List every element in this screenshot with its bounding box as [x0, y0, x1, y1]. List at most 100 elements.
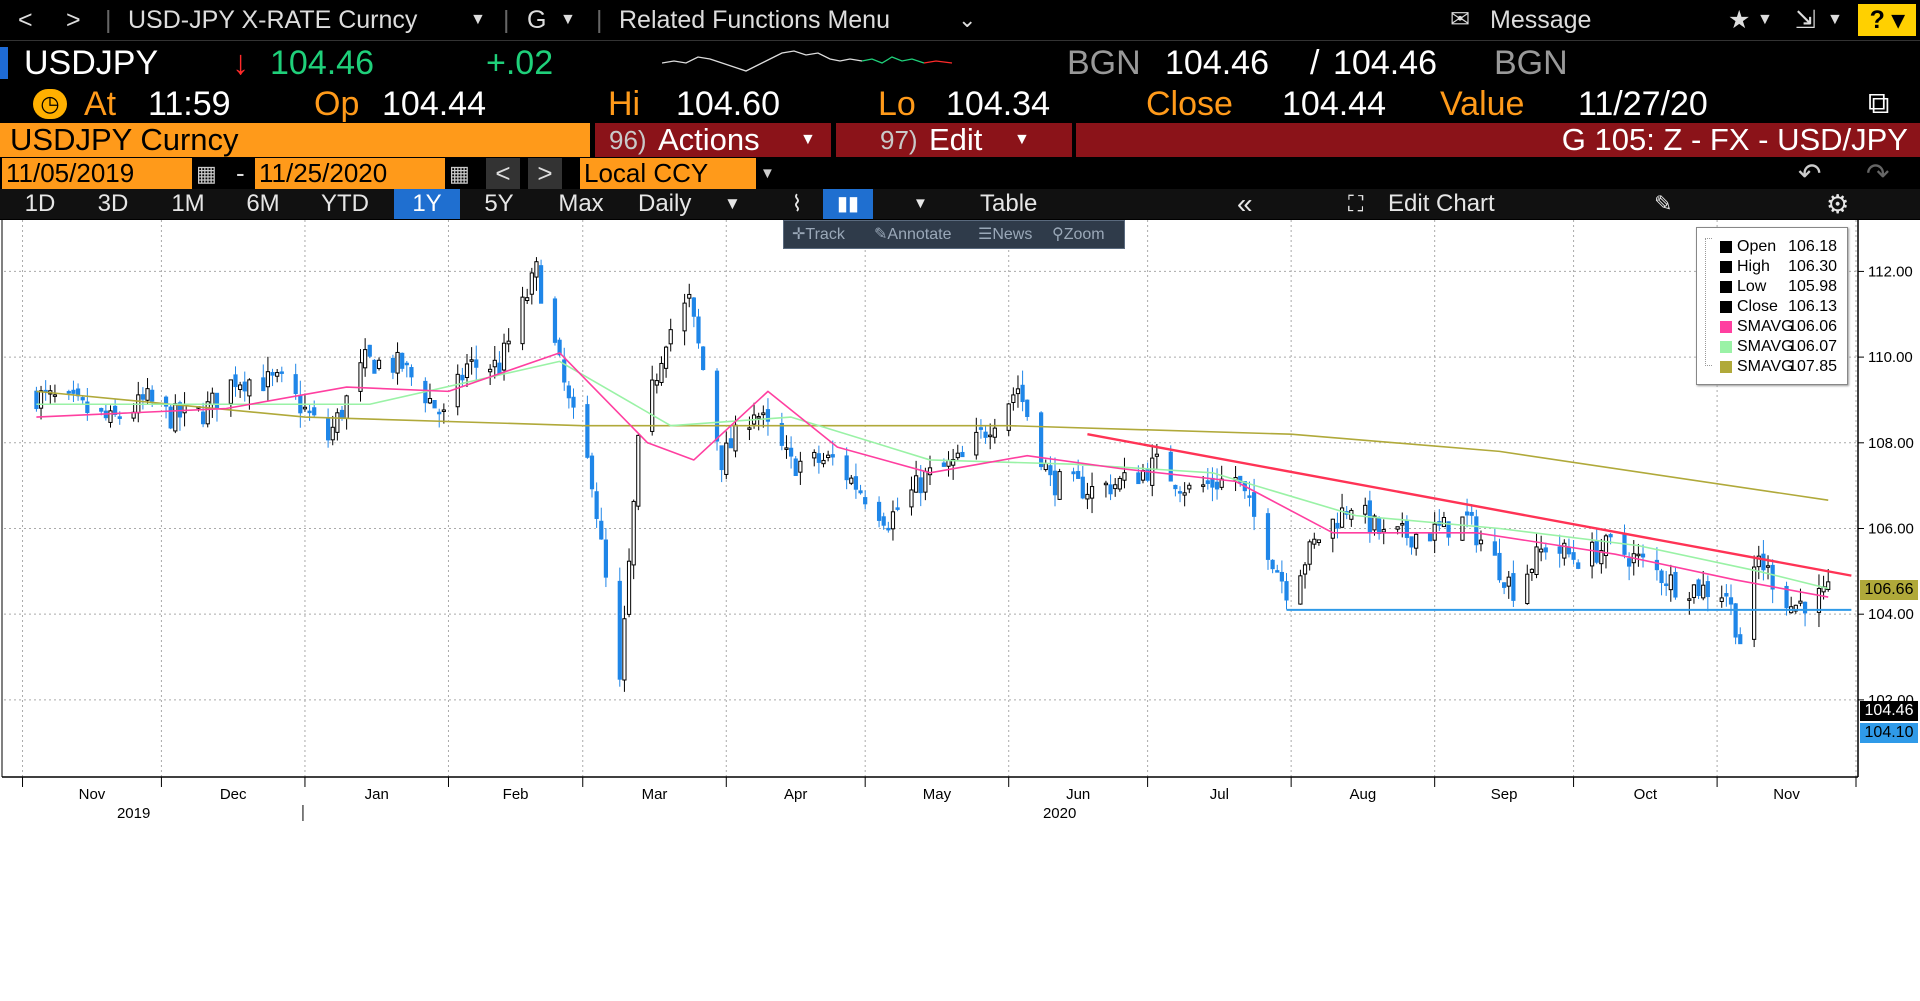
next-range-button[interactable]: > [528, 158, 562, 189]
candle-body [747, 427, 752, 430]
chevron-down-icon[interactable]: ▼ [470, 11, 486, 28]
candle-body [816, 453, 821, 463]
legend-value: 106.30 [1788, 258, 1837, 275]
price-chart[interactable]: 102.00104.00106.00108.00110.00112.00NovD… [0, 220, 1920, 1001]
previous-range-button[interactable]: < [486, 158, 520, 189]
periodicity-select[interactable]: Daily [638, 190, 692, 217]
chevron-down-icon[interactable]: ▼ [913, 195, 928, 212]
related-functions-menu[interactable]: Related Functions Menu [619, 6, 890, 34]
bid-price: 104.46 [1165, 44, 1269, 82]
chevron-down-icon[interactable]: ▼ [724, 194, 741, 213]
chevron-down-icon[interactable]: ▼ [560, 11, 576, 28]
candle-body [826, 454, 831, 459]
candle-body [789, 447, 794, 457]
candle-body [163, 396, 169, 407]
currency-select[interactable]: Local CCY [580, 158, 756, 189]
candle-body [1469, 511, 1474, 516]
chevron-down-icon[interactable]: ▼ [760, 165, 775, 182]
candle-body [1701, 584, 1706, 599]
envelope-icon[interactable]: ✉ [1450, 6, 1471, 33]
period-1m[interactable]: 1M [171, 190, 205, 217]
chevron-down-icon[interactable]: ▼ [1757, 11, 1773, 28]
candle-body [1784, 585, 1789, 609]
edit-menu[interactable]: 97) Edit ▼ [836, 123, 1072, 157]
chevron-down-icon[interactable]: ▼ [1827, 11, 1843, 28]
annotate-tool[interactable]: ✎ Annotate [874, 221, 951, 248]
line-chart-icon[interactable]: ⌇ [791, 191, 803, 216]
candlestick-icon[interactable]: ▮▮ [823, 189, 873, 219]
low-label: Lo [878, 85, 916, 123]
candle-body [1765, 565, 1771, 568]
candle-body [1705, 581, 1710, 598]
undo-icon[interactable]: ↶ [1798, 158, 1822, 189]
price-tag-support: 104.10 [1860, 723, 1918, 743]
candle-body [654, 380, 659, 386]
period-6m[interactable]: 6M [246, 190, 280, 217]
candle-body [1793, 604, 1798, 612]
calendar-icon[interactable]: ▦ [449, 161, 470, 186]
collapse-icon[interactable]: « [1237, 188, 1253, 219]
candle-body [687, 293, 692, 299]
export-icon[interactable]: ⇲ [1795, 6, 1816, 34]
chart-options-icon[interactable]: ⧉ [1868, 87, 1890, 120]
actions-menu[interactable]: 96) Actions ▼ [595, 123, 831, 157]
function-selector[interactable]: G [527, 6, 547, 34]
candle-body [714, 370, 720, 442]
zoom-tool[interactable]: ⚲ Zoom [1052, 221, 1105, 248]
last-price: 104.46 [270, 44, 374, 82]
candle-body [1654, 559, 1660, 571]
chart-toolbar: 1D 3D 1M 6M YTD 1Y 5Y Max Daily ▼ ⌇ ▮▮ ▼… [0, 189, 1920, 219]
resistance-trend-line [1087, 433, 1852, 577]
candle-body [1071, 471, 1076, 475]
candle-body [432, 399, 437, 409]
period-max[interactable]: Max [558, 190, 604, 217]
candle-body [460, 374, 465, 381]
legend-swatch [1720, 321, 1732, 333]
gear-icon[interactable]: ⚙ [1826, 189, 1850, 219]
candle-body [1492, 541, 1497, 556]
candle-body [955, 452, 960, 459]
y-tick-label: 110.00 [1868, 349, 1913, 366]
period-1y[interactable]: 1Y [394, 189, 460, 219]
candle-body [978, 427, 984, 430]
favorite-star-icon[interactable]: ★ [1728, 6, 1751, 34]
candle-body [1636, 553, 1641, 557]
period-3d[interactable]: 3D [97, 190, 129, 217]
calendar-icon[interactable]: ▦ [196, 161, 217, 186]
security-label[interactable]: USDJPY Curncy [0, 123, 590, 157]
candle-body [501, 342, 507, 371]
edit-chart-button[interactable]: Edit Chart [1388, 190, 1495, 217]
separator: | [105, 6, 112, 34]
candle-body [1187, 484, 1192, 490]
ticker: USDJPY [24, 44, 159, 82]
x-tick-label: May [923, 786, 952, 803]
message-button[interactable]: Message [1490, 6, 1592, 34]
candle-body [326, 417, 331, 441]
forward-button[interactable]: > [66, 6, 81, 34]
candle-body [469, 359, 474, 362]
candle-body [261, 377, 266, 392]
end-date-input[interactable]: 11/25/2020 [255, 158, 445, 189]
period-1d[interactable]: 1D [24, 190, 56, 217]
start-date-input[interactable]: 11/05/2019 [2, 158, 192, 189]
candle-body [1603, 535, 1609, 557]
bid-ask-separator: / [1310, 44, 1320, 82]
candle-body [80, 397, 85, 401]
track-tool[interactable]: ✛ Track [792, 221, 845, 248]
news-tool[interactable]: ☰ News [978, 221, 1032, 248]
period-ytd[interactable]: YTD [321, 190, 369, 217]
candle-body [270, 372, 275, 376]
table-button[interactable]: Table [980, 190, 1038, 217]
back-button[interactable]: < [18, 6, 33, 34]
security-selector[interactable]: USD-JPY X-RATE Curncy [128, 6, 418, 34]
legend-value: 107.85 [1788, 358, 1837, 375]
double-chevron-down-icon[interactable]: ⌄ [958, 7, 977, 32]
redo-icon[interactable]: ↷ [1866, 158, 1890, 189]
candle-body [1076, 470, 1081, 479]
actions-label: Actions [658, 122, 760, 157]
period-5y[interactable]: 5Y [484, 190, 514, 217]
candle-body [409, 367, 414, 378]
pencil-icon[interactable]: ✎ [1654, 191, 1673, 216]
help-button[interactable]: ? ▾ [1858, 4, 1916, 36]
chart-legend[interactable]: Open 106.18 High 106.30 Low 105.98 Close 106… [1696, 227, 1848, 385]
